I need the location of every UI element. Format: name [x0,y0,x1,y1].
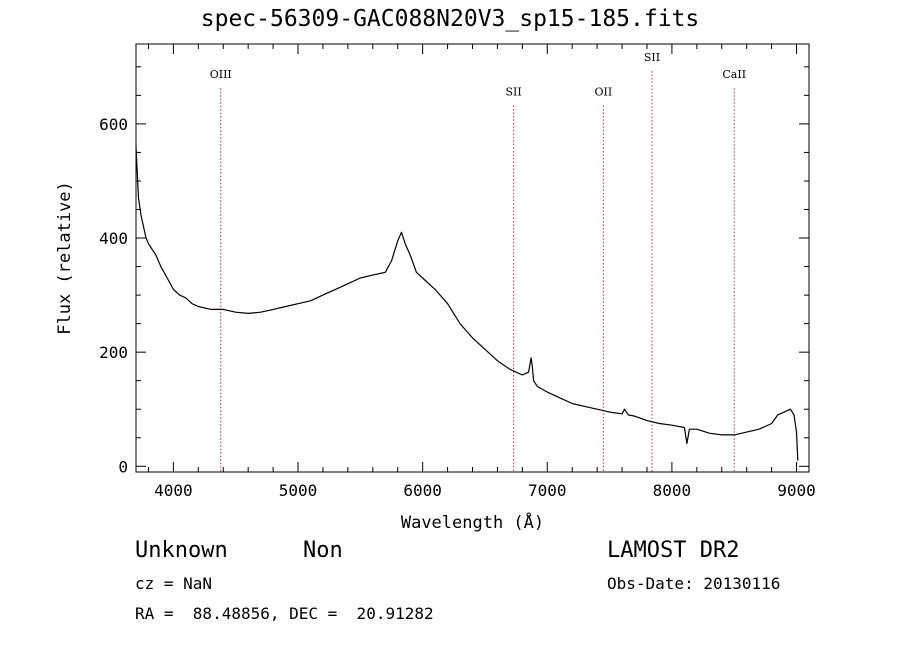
emission-line-label: OIII [210,68,232,81]
y-axis-label: Flux (relative) [55,181,75,335]
x-tick-label: 8000 [653,481,692,500]
annotation-layer: OIII SII OII SII CaII [210,51,746,472]
x-tick-label: 9000 [777,481,816,500]
object-class: Unknown [135,538,228,563]
sky-coordinates: RA = 88.48856, DEC = 20.91282 [135,604,434,623]
emission-line-label: CaII [722,68,746,81]
series-layer [135,146,799,461]
y-tick-label: 0 [118,457,128,476]
emission-line-label: SII [506,85,522,98]
emission-line-label: OII [595,85,613,98]
chart-title: spec-56309-GAC088N20V3_sp15-185.fits [200,6,700,32]
axis-layer: 4000 5000 6000 7000 8000 9000 0 200 400 600 [99,44,816,500]
redshift-value: cz = NaN [135,574,213,593]
spectrum-line [135,146,799,461]
x-tick-label: 6000 [403,481,442,500]
x-tick-label: 5000 [279,481,318,500]
x-axis-label: Wavelength (Å) [401,511,544,533]
observation-date: Obs-Date: 20130116 [607,574,781,593]
y-tick-label: 400 [99,229,128,248]
y-tick-label: 600 [99,115,128,134]
y-tick-label: 200 [99,343,128,362]
emission-line-label: SII [644,51,660,64]
plot-frame [135,43,810,473]
object-subclass: Non [303,538,343,563]
survey-name: LAMOST DR2 [607,538,740,563]
x-tick-label: 7000 [528,481,567,500]
x-tick-label: 4000 [154,481,193,500]
